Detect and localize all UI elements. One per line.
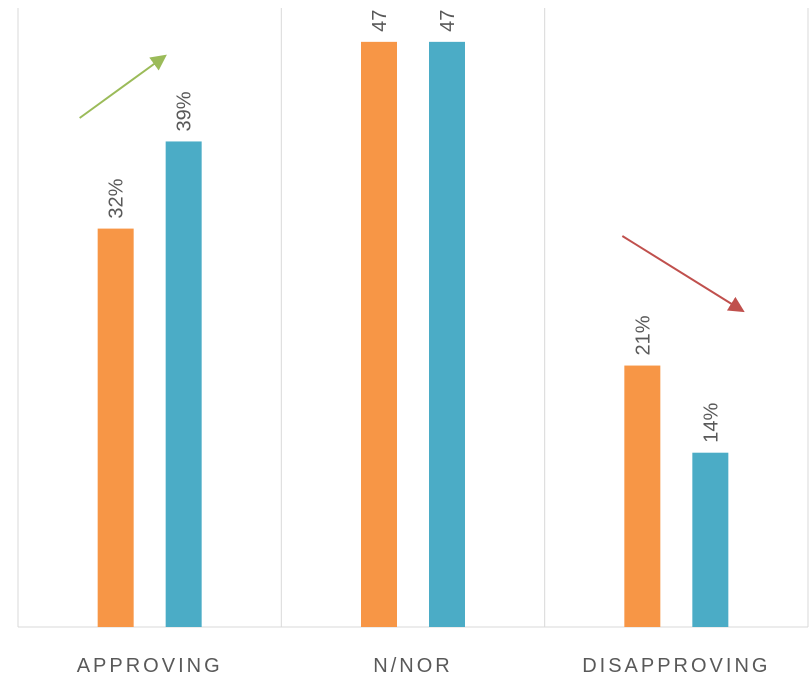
bars-group bbox=[97, 41, 729, 628]
data-label: 21% bbox=[632, 315, 654, 355]
data-labels-group: 32% 39% 47 47 21% 14% bbox=[106, 10, 723, 443]
category-gridlines bbox=[17, 8, 809, 627]
category-label: DISAPPROVING bbox=[582, 655, 770, 677]
bar-nnor-1 bbox=[429, 41, 465, 628]
data-label: 47 bbox=[369, 10, 391, 32]
bar-disapproving-1 bbox=[692, 452, 729, 627]
data-label: 32% bbox=[106, 178, 128, 218]
bar-approving-1 bbox=[165, 141, 202, 627]
data-label: 39% bbox=[174, 91, 196, 131]
bar-disapproving-0 bbox=[624, 365, 661, 627]
trend-up-arrow-icon bbox=[79, 54, 167, 119]
data-label: 47 bbox=[437, 10, 459, 32]
trend-arrows-group bbox=[79, 54, 745, 313]
data-label: 14% bbox=[700, 402, 722, 442]
category-label: N/NOR bbox=[373, 655, 452, 677]
bar-nnor-0 bbox=[361, 41, 397, 628]
category-label: APPROVING bbox=[77, 655, 223, 677]
category-labels-group: APPROVING N/NOR DISAPPROVING bbox=[77, 655, 770, 677]
trend-down-arrow-icon bbox=[621, 235, 745, 313]
bar-approving-0 bbox=[97, 228, 134, 627]
